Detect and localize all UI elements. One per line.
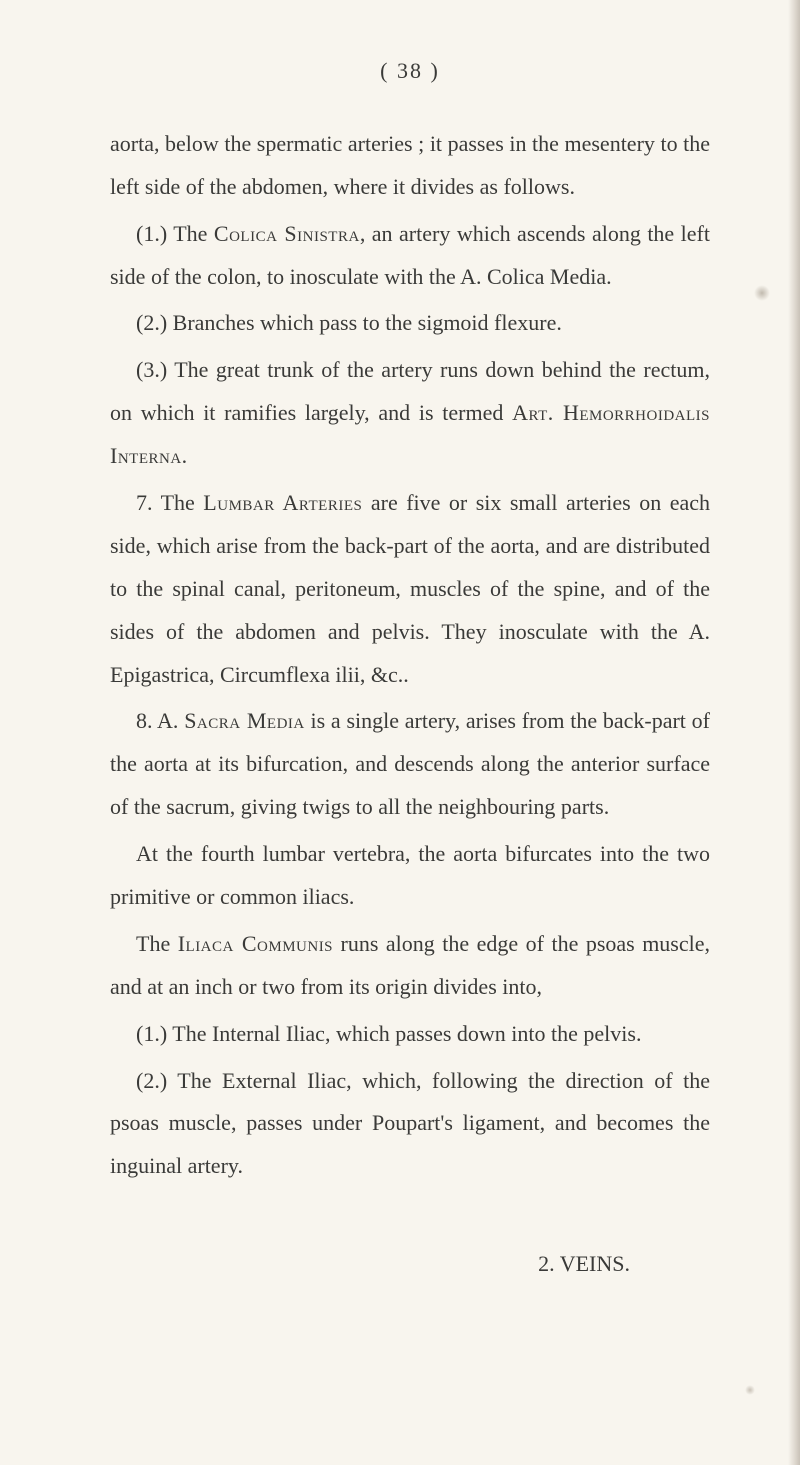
- paragraph-iliaca-communis: The Iliaca Communis runs along the edge …: [110, 923, 710, 1009]
- page-smudge: [754, 285, 770, 301]
- paragraph-colica-sinistra: (1.) The Colica Sinistra, an artery whic…: [110, 213, 710, 299]
- text-p7-open: The: [136, 931, 178, 956]
- paragraph-bifurcation: At the fourth lumbar vertebra, the aorta…: [110, 833, 710, 919]
- page-number: ( 38 ): [110, 50, 710, 93]
- smallcaps-colica-sinistra: Colica Sinistra: [214, 221, 360, 246]
- smallcaps-iliaca-communis: Iliaca Communis: [178, 931, 333, 956]
- paragraph-sacra-media: 8. A. Sacra Media is a single artery, ar…: [110, 700, 710, 829]
- text-p4-close: are five or six small arteries on each s…: [110, 490, 710, 687]
- text-p4-open: 7. The: [136, 490, 203, 515]
- text-p1-open: (1.) The: [136, 221, 214, 246]
- smallcaps-lumbar-arteries: Lumbar Arteries: [203, 490, 362, 515]
- paragraph-sigmoid-flexure: (2.) Branches which pass to the sigmoid …: [110, 302, 710, 345]
- page-edge-shadow: [788, 0, 800, 1465]
- page-smudge: [745, 1385, 755, 1395]
- paragraph-aorta-intro: aorta, below the spermatic arteries ; it…: [110, 123, 710, 209]
- paragraph-internal-iliac: (1.) The Internal Iliac, which passes do…: [110, 1013, 710, 1056]
- footer-heading-veins: 2. VEINS.: [110, 1243, 710, 1286]
- paragraph-hemorrhoidalis: (3.) The great trunk of the artery runs …: [110, 349, 710, 478]
- paragraph-lumbar-arteries: 7. The Lumbar Arteries are five or six s…: [110, 482, 710, 696]
- text-p5-open: 8. A.: [136, 708, 184, 733]
- smallcaps-sacra-media: Sacra Media: [184, 708, 305, 733]
- paragraph-external-iliac: (2.) The External Iliac, which, followin…: [110, 1060, 710, 1189]
